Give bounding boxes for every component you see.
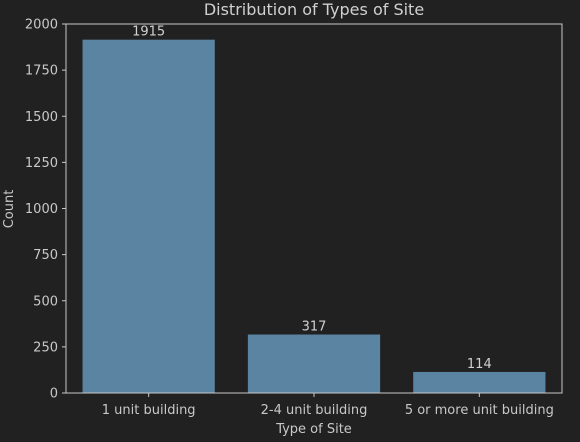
y-tick-label-1000: 1000 [25,202,58,217]
y-tick-label-1750: 1750 [25,64,58,79]
plot-area: 1915 1 unit building 317 2-4 unit building 1… [25,18,563,418]
y-axis-label: Count [2,190,17,229]
data-label-2: 317 [302,320,327,335]
x-tick-label-2: 2-4 unit building [261,403,368,418]
y-tick-label-0: 0 [50,387,58,402]
y-tick-label-1500: 1500 [25,110,58,125]
x-tick-label-1: 1 unit building [102,403,196,418]
axes-frame [65,23,563,394]
y-tick-label-250: 250 [33,340,58,355]
bar-2[interactable] [247,334,381,393]
x-tick-label-3: 5 or more unit building [405,403,554,418]
y-tick-label-500: 500 [33,294,58,309]
data-label-3: 114 [467,357,492,372]
y-tick-label-1250: 1250 [25,156,58,171]
chart-title: Distribution of Types of Site [204,0,424,19]
y-tick-label-2000: 2000 [25,18,58,33]
data-label-1: 1915 [132,25,165,40]
x-axis-label: Type of Site [275,422,352,437]
bar-1[interactable] [82,39,215,394]
bar-3[interactable] [413,371,546,393]
y-tick-label-750: 750 [33,248,58,263]
